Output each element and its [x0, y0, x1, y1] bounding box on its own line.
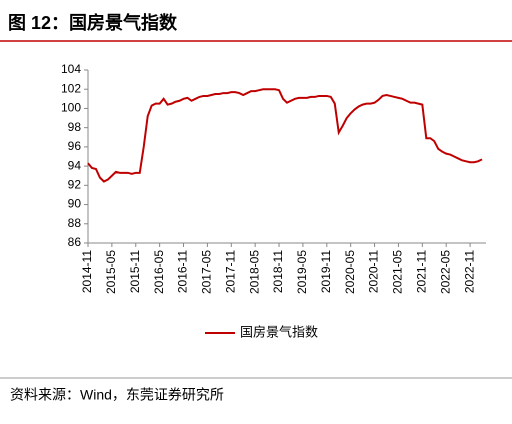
x-tick-label: 2021-05	[391, 250, 405, 294]
y-tick-label: 104	[61, 62, 81, 76]
x-tick-label: 2014-11	[80, 250, 94, 293]
x-tick-label: 2017-11	[223, 250, 237, 293]
data-line	[87, 88, 483, 183]
legend-label: 国房景气指数	[240, 324, 318, 339]
x-tick-label: 2015-11	[128, 250, 142, 293]
y-tick-label: 94	[68, 158, 82, 172]
x-tick-label: 2022-11	[462, 250, 476, 293]
x-tick-label: 2020-11	[367, 250, 381, 293]
y-tick-label: 90	[68, 197, 82, 211]
y-tick-label: 102	[61, 81, 81, 95]
y-tick-label: 100	[61, 101, 81, 115]
y-tick-label: 86	[68, 235, 82, 249]
source: 资料来源：Wind，东莞证券研究所	[10, 387, 224, 403]
x-tick-label: 2016-11	[176, 250, 190, 293]
y-tick-label: 98	[68, 120, 82, 134]
y-tick-label: 92	[68, 178, 82, 192]
x-tick-label: 2018-11	[271, 250, 285, 293]
chart-title: 图 12：国房景气指数	[8, 12, 178, 33]
x-tick-label: 2015-05	[104, 250, 118, 294]
x-tick-label: 2017-05	[200, 250, 214, 294]
x-tick-label: 2022-05	[438, 250, 452, 294]
x-tick-label: 2020-05	[343, 250, 357, 294]
x-tick-label: 2018-05	[247, 250, 261, 294]
x-tick-label: 2021-11	[414, 250, 428, 293]
y-tick-label: 96	[68, 139, 82, 153]
x-tick-label: 2019-11	[319, 250, 333, 293]
x-tick-label: 2016-05	[152, 250, 166, 294]
x-tick-label: 2019-05	[295, 250, 309, 294]
y-tick-label: 88	[68, 216, 82, 230]
